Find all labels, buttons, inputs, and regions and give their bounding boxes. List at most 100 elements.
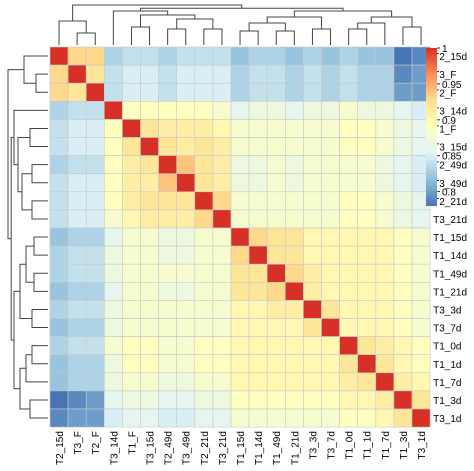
heatmap-cell: [194, 263, 214, 283]
heatmap-cell: [194, 245, 214, 265]
heatmap-cell: [140, 318, 159, 337]
heatmap-cell: [104, 209, 123, 229]
heatmap-cell: [212, 263, 232, 283]
heatmap-cell: [248, 372, 268, 392]
heatmap-cell: [67, 209, 87, 229]
heatmap-cell: [375, 300, 395, 319]
heatmap-cell: [158, 300, 178, 319]
heatmap-cell: [248, 227, 268, 247]
heatmap-cell: [248, 408, 268, 428]
heatmap-cell: [140, 263, 159, 283]
row-label: T2_F: [433, 88, 456, 99]
heatmap-cell: [158, 82, 178, 102]
legend-tick-label: 0.9: [442, 116, 456, 127]
heatmap-cell: [212, 209, 232, 229]
heatmap-cell: [303, 408, 322, 428]
dendrogram-branch: [311, 28, 332, 45]
row-label: T1_7d: [433, 378, 461, 389]
heatmap-cell: [176, 82, 196, 102]
heatmap-cell: [393, 300, 413, 319]
heatmap-cell: [339, 336, 359, 356]
heatmap-cell: [67, 300, 87, 319]
legend-tick-label: 0.8: [442, 188, 456, 199]
heatmap-cell: [339, 354, 359, 374]
heatmap-cell: [49, 318, 69, 337]
heatmap-cell: [411, 227, 431, 247]
heatmap-cell: [122, 227, 141, 247]
heatmap-cell: [158, 227, 178, 247]
heatmap-cell: [85, 263, 105, 283]
heatmap-cell: [176, 64, 196, 84]
heatmap-cell: [321, 354, 340, 374]
heatmap-cell: [212, 390, 232, 410]
heatmap-cell: [321, 82, 340, 102]
heatmap-cell: [248, 155, 268, 175]
heatmap-cell: [122, 281, 141, 301]
heatmap-cell: [49, 46, 69, 66]
heatmap-cell: [284, 390, 304, 410]
column-label: T1_15d: [236, 431, 247, 465]
heatmap-cell: [176, 408, 196, 428]
dendrogram-branch: [76, 32, 96, 45]
heatmap-cell: [339, 281, 359, 301]
heatmap-cell: [321, 318, 340, 337]
legend-tick-label: 0.95: [442, 80, 462, 91]
heatmap-cell: [248, 281, 268, 301]
heatmap-cell: [411, 336, 431, 356]
heatmap-cell: [284, 300, 304, 319]
heatmap-cell: [104, 372, 123, 392]
heatmap-cell: [230, 119, 250, 138]
heatmap-cell: [230, 300, 250, 319]
heatmap-cell: [49, 119, 69, 138]
heatmap-cell: [375, 191, 395, 211]
color-scale-bar: [426, 48, 437, 206]
heatmap-cell: [284, 173, 304, 193]
heatmap-cell: [85, 101, 105, 120]
row-label: T1_21d: [433, 287, 467, 298]
heatmap-cell: [248, 245, 268, 265]
row-label: T1_0d: [433, 342, 461, 353]
heatmap-cell: [284, 119, 304, 138]
heatmap-cell: [230, 191, 250, 211]
heatmap-cell: [104, 119, 123, 138]
heatmap-cell: [303, 101, 322, 120]
heatmap-cell: [212, 300, 232, 319]
heatmap-cell: [357, 173, 377, 193]
heatmap-cell: [122, 318, 141, 337]
heatmap-cell: [339, 263, 359, 283]
heatmap-cell: [176, 227, 196, 247]
heatmap-cell: [375, 336, 395, 356]
heatmap-cell: [393, 209, 413, 229]
row-label: T3_F: [433, 70, 456, 81]
row-label: T3_7d: [433, 324, 461, 335]
heatmap-cell: [339, 46, 359, 66]
column-label: T3_3d: [308, 431, 319, 459]
column-label: T3_1d: [417, 431, 428, 459]
heatmap-cell: [303, 173, 322, 193]
heatmap-cell: [321, 390, 340, 410]
dendrogram-branch: [293, 10, 393, 17]
heatmap-cell: [140, 191, 159, 211]
dendrogram-branch: [370, 16, 413, 27]
heatmap-cell: [393, 408, 413, 428]
heatmap-cell: [49, 372, 69, 392]
heatmap-cell: [266, 119, 286, 138]
heatmap-cell: [85, 408, 105, 428]
heatmap-cell: [375, 408, 395, 428]
heatmap-cell: [303, 300, 322, 319]
heatmap-cell: [303, 119, 322, 138]
heatmap-cell: [140, 372, 159, 392]
heatmap-cell: [230, 82, 250, 102]
heatmap-cell: [248, 119, 268, 138]
heatmap-cell: [266, 227, 286, 247]
heatmap-cell: [248, 354, 268, 374]
heatmap-cell: [67, 82, 87, 102]
heatmap-cell: [140, 119, 159, 138]
heatmap-cell: [212, 336, 232, 356]
heatmap-cell: [49, 191, 69, 211]
heatmap-cell: [321, 227, 340, 247]
heatmap-cell: [140, 137, 159, 156]
heatmap-cell: [49, 354, 69, 374]
heatmap-cell: [158, 173, 178, 193]
heatmap-cell: [67, 372, 87, 392]
